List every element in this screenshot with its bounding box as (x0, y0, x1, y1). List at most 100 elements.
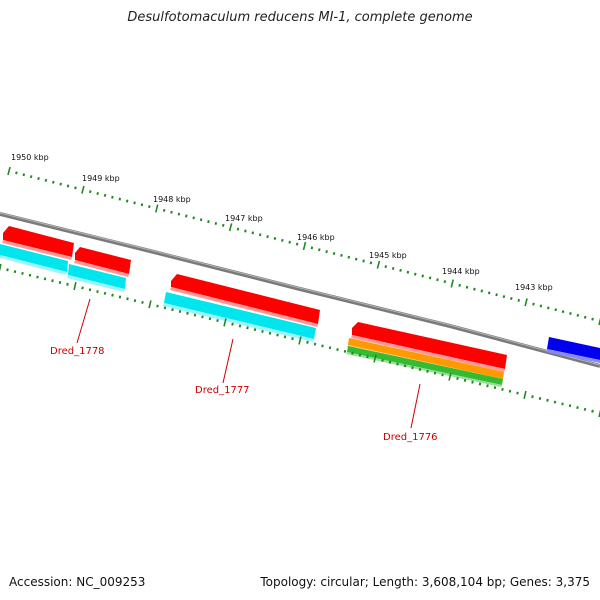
outer-minor-tick (133, 201, 136, 205)
inner-minor-tick (336, 348, 339, 352)
outer-major-tick (155, 204, 159, 213)
inner-minor-tick (163, 306, 167, 310)
inner-minor-tick (531, 395, 534, 399)
inner-minor-tick (133, 299, 137, 303)
outer-minor-tick (177, 212, 181, 216)
inner-minor-tick (463, 378, 467, 382)
inner-minor-tick (321, 344, 324, 348)
outer-minor-tick (281, 238, 284, 242)
outer-major-tick (524, 298, 528, 307)
outer-minor-tick (22, 173, 26, 177)
outer-minor-tick (207, 220, 210, 224)
scale-label-1943: 1943 kbp (515, 283, 553, 292)
inner-minor-tick (141, 300, 144, 304)
inner-minor-tick (493, 386, 497, 390)
scale-label-1944: 1944 kbp (442, 267, 480, 276)
scale-label-1945: 1945 kbp (369, 251, 407, 260)
cds-feature-1 (2, 226, 74, 260)
inner-minor-tick (561, 402, 564, 406)
outer-minor-tick (465, 285, 469, 289)
outer-minor-tick (59, 182, 62, 186)
outer-minor-tick (244, 229, 247, 233)
inner-minor-tick (501, 387, 504, 391)
inner-minor-tick (343, 349, 347, 353)
outer-minor-tick (29, 175, 33, 179)
cyan-feature-2 (67, 264, 126, 292)
inner-minor-tick (268, 331, 272, 335)
gene-label-dred-1777: Dred_1777 (195, 385, 250, 396)
inner-minor-tick (36, 275, 39, 279)
inner-minor-tick (403, 364, 407, 368)
green-feature (346, 346, 503, 387)
outer-minor-tick (103, 193, 107, 197)
outer-minor-tick (192, 216, 195, 220)
outer-minor-tick (44, 178, 48, 182)
inner-minor-tick (568, 404, 572, 408)
inner-minor-tick (441, 373, 444, 377)
inner-minor-tick (328, 346, 332, 350)
outer-minor-tick (125, 199, 129, 203)
gene-leader-dred-1778 (76, 298, 91, 344)
outer-minor-tick (214, 221, 218, 226)
inner-minor-tick (171, 308, 174, 312)
gene-label-dred-1776: Dred_1776 (383, 432, 438, 443)
outer-minor-tick (318, 248, 321, 252)
inner-minor-tick (51, 279, 54, 283)
inner-minor-tick (103, 291, 107, 295)
inner-minor-tick (66, 282, 69, 286)
gene-label-dred-1778: Dred_1778 (50, 346, 105, 357)
inner-major-tick (523, 390, 527, 399)
outer-major-tick (598, 317, 600, 326)
outer-minor-tick (96, 191, 99, 196)
outer-minor-tick (354, 257, 358, 261)
cds-feature-3 (170, 274, 320, 327)
outer-minor-tick (384, 265, 388, 269)
inner-minor-tick (96, 290, 99, 294)
outer-minor-tick (502, 295, 506, 299)
inner-minor-tick (28, 273, 32, 277)
inner-minor-tick (351, 351, 354, 355)
outer-minor-tick (310, 246, 314, 250)
outer-major-tick (450, 279, 454, 288)
outer-minor-tick (547, 306, 550, 310)
outer-minor-tick (406, 270, 410, 274)
scale-label-1947: 1947 kbp (225, 214, 263, 223)
cds-feature-4 (351, 322, 507, 372)
inner-major-tick (298, 336, 302, 345)
inner-minor-tick (6, 268, 9, 272)
inner-minor-tick (456, 377, 459, 381)
inner-major-tick (373, 354, 377, 363)
inner-minor-tick (156, 304, 159, 308)
inner-minor-tick (486, 384, 489, 388)
outer-minor-tick (74, 186, 77, 190)
outer-minor-tick (399, 268, 402, 272)
cds-feature-2 (74, 247, 131, 277)
outer-major-tick (81, 185, 85, 194)
accession-text: Accession: NC_009253 (9, 575, 146, 589)
inner-minor-tick (81, 286, 84, 290)
outer-minor-tick (347, 255, 351, 259)
outer-tick-ruler (7, 166, 600, 326)
outer-minor-tick (340, 253, 343, 257)
outer-minor-tick (569, 311, 572, 316)
inner-minor-tick (313, 342, 317, 346)
inner-minor-tick (88, 288, 92, 292)
inner-minor-tick (118, 295, 122, 299)
scale-label-1948: 1948 kbp (153, 195, 191, 204)
inner-minor-tick (253, 328, 257, 332)
inner-minor-tick (471, 380, 474, 384)
inner-minor-tick (576, 406, 579, 410)
outer-minor-tick (140, 203, 144, 207)
outer-minor-tick (391, 266, 395, 271)
inner-minor-tick (583, 407, 587, 411)
inner-minor-tick (381, 358, 384, 362)
inner-minor-tick (193, 313, 197, 317)
inner-minor-tick (43, 277, 47, 281)
gene-leader-dred-1777 (222, 338, 234, 384)
inner-minor-tick (396, 362, 399, 366)
outer-minor-tick (148, 205, 151, 209)
outer-minor-tick (487, 291, 491, 295)
outer-minor-tick (111, 195, 114, 199)
inner-major-tick (598, 409, 600, 418)
inner-minor-tick (246, 326, 249, 330)
